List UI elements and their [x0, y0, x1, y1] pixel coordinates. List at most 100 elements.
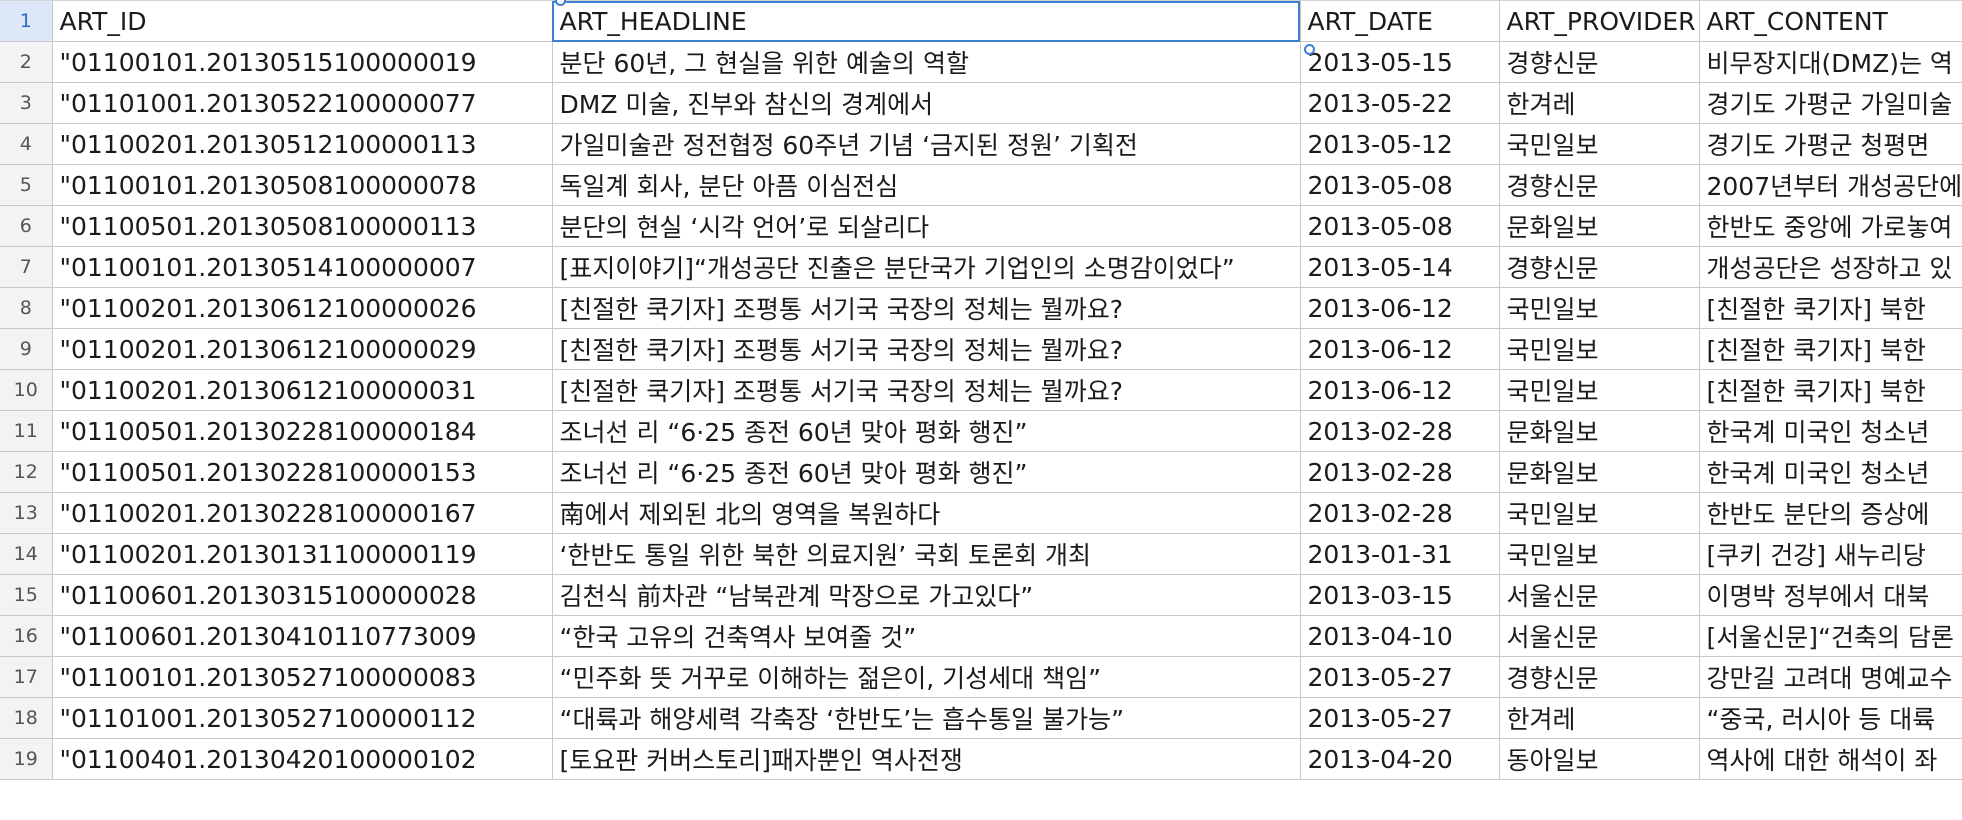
cell-art-headline[interactable]: [친절한 쿡기자] 조평통 서기국 국장의 정체는 뭘까요? [551, 287, 1301, 329]
cell-art-content[interactable]: “중국, 러시아 등 대륙 [1698, 697, 1962, 739]
cell-art-headline[interactable]: 독일계 회사, 분단 아픔 이심전심 [551, 164, 1301, 206]
selection-handle-bottom[interactable] [1304, 44, 1315, 55]
column-header-cell[interactable]: ART_ID [51, 0, 553, 42]
cell-art-headline[interactable]: 南에서 제외된 北의 영역을 복원하다 [551, 492, 1301, 534]
cell-art-headline[interactable]: 가일미술관 정전협정 60주년 기념 ‘금지된 정원’ 기획전 [551, 123, 1301, 165]
cell-art-date[interactable]: 2013-04-20 [1299, 738, 1500, 780]
cell-art-id[interactable]: "01100201.20130612100000029 [51, 328, 553, 370]
cell-art-headline[interactable]: “대륙과 해양세력 각축장 ‘한반도’는 흡수통일 불가능” [551, 697, 1301, 739]
row-header[interactable]: 14 [0, 533, 53, 575]
cell-art-content[interactable]: 비무장지대(DMZ)는 역 [1698, 41, 1962, 83]
row-header[interactable]: 15 [0, 574, 53, 616]
cell-art-provider[interactable]: 경향신문 [1498, 41, 1700, 83]
cell-art-headline[interactable]: [친절한 쿡기자] 조평통 서기국 국장의 정체는 뭘까요? [551, 328, 1301, 370]
cell-art-id[interactable]: "01100401.20130420100000102 [51, 738, 553, 780]
cell-art-content[interactable]: 강만길 고려대 명예교수 [1698, 656, 1962, 698]
selected-cell[interactable]: ART_HEADLINE [551, 0, 1301, 42]
cell-art-provider[interactable]: 문화일보 [1498, 451, 1700, 493]
cell-art-date[interactable]: 2013-05-27 [1299, 697, 1500, 739]
row-header[interactable]: 16 [0, 615, 53, 657]
selection-handle-top[interactable] [555, 0, 566, 6]
cell-art-content[interactable]: 한반도 분단의 증상에 [1698, 492, 1962, 534]
cell-art-headline[interactable]: 조너선 리 “6·25 종전 60년 맞아 평화 행진” [551, 451, 1301, 493]
cell-art-id[interactable]: "01100201.20130512100000113 [51, 123, 553, 165]
cell-art-id[interactable]: "01100101.20130515100000019 [51, 41, 553, 83]
row-header[interactable]: 13 [0, 492, 53, 534]
row-header[interactable]: 12 [0, 451, 53, 493]
column-header-cell[interactable]: ART_CONTENT [1698, 0, 1962, 42]
cell-art-id[interactable]: "01100101.20130527100000083 [51, 656, 553, 698]
cell-art-date[interactable]: 2013-02-28 [1299, 451, 1500, 493]
row-header[interactable]: 1 [0, 0, 53, 42]
cell-art-provider[interactable]: 서울신문 [1498, 574, 1700, 616]
cell-art-id[interactable]: "01100101.20130508100000078 [51, 164, 553, 206]
cell-art-provider[interactable]: 국민일보 [1498, 123, 1700, 165]
row-header[interactable]: 5 [0, 164, 53, 206]
cell-art-content[interactable]: 개성공단은 성장하고 있 [1698, 246, 1962, 288]
cell-art-date[interactable]: 2013-04-10 [1299, 615, 1500, 657]
cell-art-provider[interactable]: 한겨레 [1498, 82, 1700, 124]
cell-art-content[interactable]: 한국계 미국인 청소년 [1698, 451, 1962, 493]
cell-art-content[interactable]: [서울신문]“건축의 담론 [1698, 615, 1962, 657]
cell-art-content[interactable]: 경기도 가평군 가일미술 [1698, 82, 1962, 124]
cell-art-provider[interactable]: 국민일보 [1498, 328, 1700, 370]
cell-art-id[interactable]: "01100601.20130315100000028 [51, 574, 553, 616]
cell-art-provider[interactable]: 국민일보 [1498, 533, 1700, 575]
cell-art-id[interactable]: "01100201.20130612100000031 [51, 369, 553, 411]
cell-art-provider[interactable]: 문화일보 [1498, 410, 1700, 452]
row-header[interactable]: 4 [0, 123, 53, 165]
column-header-cell[interactable]: ART_DATE [1299, 0, 1500, 42]
row-header[interactable]: 10 [0, 369, 53, 411]
cell-art-id[interactable]: "01100501.20130228100000153 [51, 451, 553, 493]
cell-art-date[interactable]: 2013-06-12 [1299, 328, 1500, 370]
cell-art-content[interactable]: 경기도 가평군 청평면 [1698, 123, 1962, 165]
cell-art-provider[interactable]: 국민일보 [1498, 492, 1700, 534]
cell-art-id[interactable]: "01100501.20130508100000113 [51, 205, 553, 247]
cell-art-provider[interactable]: 국민일보 [1498, 369, 1700, 411]
cell-art-id[interactable]: "01100201.20130131100000119 [51, 533, 553, 575]
row-header[interactable]: 19 [0, 738, 53, 780]
cell-art-provider[interactable]: 동아일보 [1498, 738, 1700, 780]
cell-art-id[interactable]: "01100501.20130228100000184 [51, 410, 553, 452]
cell-art-provider[interactable]: 한겨레 [1498, 697, 1700, 739]
cell-art-provider[interactable]: 서울신문 [1498, 615, 1700, 657]
cell-art-date[interactable]: 2013-02-28 [1299, 410, 1500, 452]
cell-art-headline[interactable]: DMZ 미술, 진부와 참신의 경계에서 [551, 82, 1301, 124]
cell-art-date[interactable]: 2013-05-22 [1299, 82, 1500, 124]
cell-art-headline[interactable]: 분단의 현실 ‘시각 언어’로 되살리다 [551, 205, 1301, 247]
row-header[interactable]: 17 [0, 656, 53, 698]
column-header-cell[interactable]: ART_PROVIDER [1498, 0, 1700, 42]
cell-art-headline[interactable]: 조너선 리 “6·25 종전 60년 맞아 평화 행진” [551, 410, 1301, 452]
cell-art-id[interactable]: "01100101.20130514100000007 [51, 246, 553, 288]
cell-art-id[interactable]: "01100201.20130228100000167 [51, 492, 553, 534]
cell-art-content[interactable]: 역사에 대한 해석이 좌 [1698, 738, 1962, 780]
cell-art-date[interactable]: 2013-05-08 [1299, 205, 1500, 247]
cell-art-provider[interactable]: 경향신문 [1498, 656, 1700, 698]
cell-art-date[interactable]: 2013-06-12 [1299, 369, 1500, 411]
cell-art-headline[interactable]: [표지이야기]“개성공단 진출은 분단국가 기업인의 소명감이었다” [551, 246, 1301, 288]
cell-art-date[interactable]: 2013-05-27 [1299, 656, 1500, 698]
cell-art-date[interactable]: 2013-05-15 [1299, 41, 1500, 83]
row-header[interactable]: 9 [0, 328, 53, 370]
cell-art-headline[interactable]: 김천식 前차관 “남북관계 막장으로 가고있다” [551, 574, 1301, 616]
cell-art-headline[interactable]: “민주화 뜻 거꾸로 이해하는 젊은이, 기성세대 책임” [551, 656, 1301, 698]
cell-art-date[interactable]: 2013-01-31 [1299, 533, 1500, 575]
cell-art-content[interactable]: 2007년부터 개성공단에 [1698, 164, 1962, 206]
cell-art-date[interactable]: 2013-03-15 [1299, 574, 1500, 616]
cell-art-content[interactable]: [친절한 쿡기자] 북한 [1698, 328, 1962, 370]
cell-art-headline[interactable]: “한국 고유의 건축역사 보여줄 것” [551, 615, 1301, 657]
cell-art-content[interactable]: [친절한 쿡기자] 북한 [1698, 287, 1962, 329]
cell-art-headline[interactable]: 분단 60년, 그 현실을 위한 예술의 역할 [551, 41, 1301, 83]
row-header[interactable]: 6 [0, 205, 53, 247]
cell-art-content[interactable]: 한반도 중앙에 가로놓여 [1698, 205, 1962, 247]
cell-art-content[interactable]: 한국계 미국인 청소년 [1698, 410, 1962, 452]
cell-art-headline[interactable]: [토요판 커버스토리]패자뿐인 역사전쟁 [551, 738, 1301, 780]
cell-art-date[interactable]: 2013-02-28 [1299, 492, 1500, 534]
row-header[interactable]: 18 [0, 697, 53, 739]
cell-art-id[interactable]: "01101001.20130522100000077 [51, 82, 553, 124]
cell-art-id[interactable]: "01100201.20130612100000026 [51, 287, 553, 329]
cell-art-provider[interactable]: 경향신문 [1498, 164, 1700, 206]
cell-art-provider[interactable]: 국민일보 [1498, 287, 1700, 329]
cell-art-date[interactable]: 2013-05-08 [1299, 164, 1500, 206]
cell-art-content[interactable]: 이명박 정부에서 대북 [1698, 574, 1962, 616]
